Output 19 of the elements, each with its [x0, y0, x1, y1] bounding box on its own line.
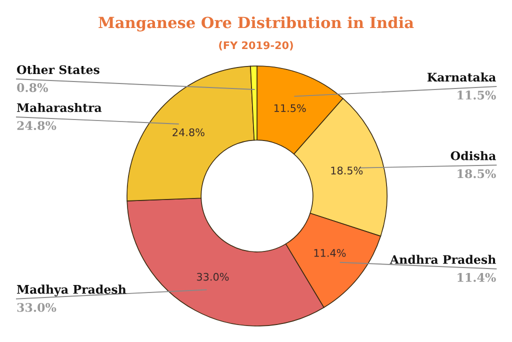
- slice-label: Andhra Pradesh: [390, 254, 496, 264]
- text: 18.5%: [458, 169, 496, 178]
- data-label: 18.5%: [331, 166, 363, 174]
- text: 11.4%: [458, 272, 496, 282]
- slice-label: Other States: [16, 65, 100, 74]
- data-label: 24.8%: [172, 128, 204, 136]
- text: 24.8%: [17, 121, 56, 130]
- data-label: 11.5%: [274, 104, 306, 112]
- text: 33.0%: [17, 302, 56, 312]
- chart-title: Manganese Ore Distribution in India: [98, 16, 414, 32]
- text: 11.5%: [458, 90, 496, 100]
- data-label: 11.4%: [314, 249, 346, 257]
- slice-label: Odisha: [450, 151, 496, 160]
- slice-label: Maharashtra: [16, 102, 102, 112]
- data-label: 33.0%: [196, 272, 229, 281]
- slice-label: Madhya Pradesh: [16, 284, 126, 296]
- slice-label: Karnataka: [427, 72, 496, 82]
- data-label: 0.8%: [17, 83, 48, 92]
- chart-subtitle: (FY 2019-20): [219, 41, 293, 50]
